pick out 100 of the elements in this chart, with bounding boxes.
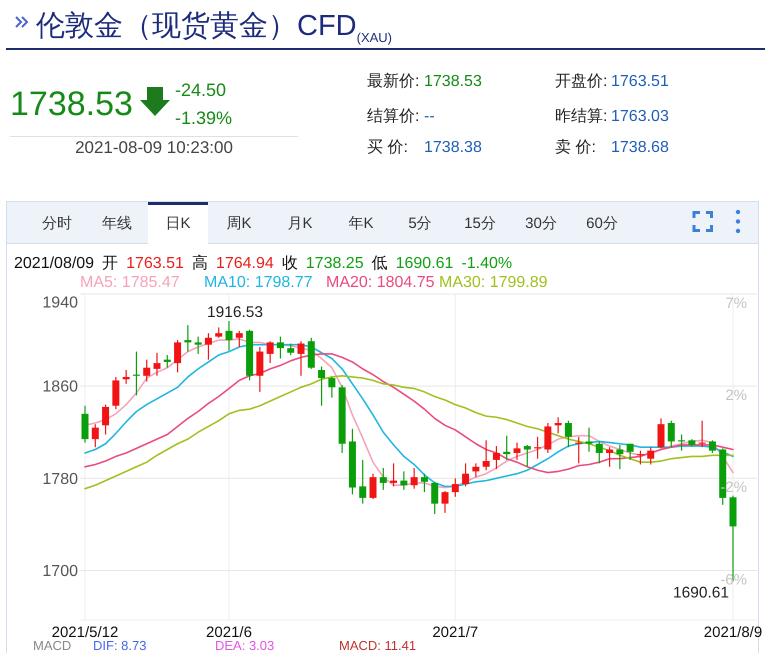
- candlestick: [668, 420, 675, 448]
- candlestick: [204, 332, 212, 360]
- tab-label: 60分: [586, 215, 618, 232]
- annotation: DIF: 8.73: [93, 638, 146, 653]
- legend-item: MA30: 1799.89: [439, 274, 548, 291]
- candlestick: [452, 478, 459, 498]
- annotation: 昨结算:: [555, 108, 608, 125]
- quote-info: 2021/08/09: [14, 255, 94, 272]
- candlestick: [236, 330, 243, 348]
- candlestick: [164, 354, 171, 368]
- candlestick: [143, 359, 150, 382]
- tab-label: 5分: [408, 215, 432, 232]
- candlestick: [298, 340, 304, 376]
- tab-label: 周K: [226, 215, 252, 232]
- candlestick: [462, 462, 470, 487]
- candlestick: [647, 446, 654, 466]
- quote-info: 高: [192, 255, 208, 272]
- candlestick: [276, 336, 284, 360]
- annotation: 买 价:: [367, 139, 408, 156]
- candlestick: [564, 420, 572, 448]
- annotation: MACD: [33, 638, 72, 653]
- annotation: -24.50: [175, 80, 226, 100]
- candlestick: [400, 470, 408, 490]
- candlestick: [708, 440, 716, 454]
- quote-info: 1764.94: [216, 255, 274, 272]
- candlestick: [328, 376, 336, 398]
- candlestick: [626, 443, 634, 460]
- candlestick: [132, 350, 140, 396]
- candlestick: [215, 326, 222, 338]
- candlestick: [154, 352, 160, 376]
- y-tick: 1940: [42, 294, 78, 312]
- annotation: -1.39%: [175, 108, 232, 128]
- candlestick: [586, 427, 592, 452]
- quote-info: 开: [102, 255, 118, 272]
- legend-item: MA10: 1798.77: [204, 274, 313, 291]
- annotation: 1738.68: [611, 139, 669, 156]
- candlestick: [287, 342, 294, 356]
- candlestick: [226, 320, 232, 352]
- title: 伦敦金（现货黄金）CFD$_{(XAU)}$: [36, 10, 392, 46]
- x-tick: 2021/5/12: [52, 624, 118, 641]
- candlestick: [359, 459, 366, 504]
- candlestick: [472, 462, 480, 478]
- candlestick: [544, 422, 552, 454]
- candlestick: [318, 366, 326, 406]
- candlestick: [410, 467, 418, 490]
- quote-info: 低: [372, 255, 388, 272]
- quote-info: 1738.25: [306, 255, 364, 272]
- quote-info: -1.40%: [461, 255, 512, 272]
- annotation: --: [424, 108, 435, 125]
- annotation: 1763.03: [611, 108, 669, 125]
- annotation: 1738.53: [10, 85, 133, 123]
- legend-item: MA20: 1804.75: [326, 274, 435, 291]
- candlestick: [102, 404, 110, 436]
- quote-info: 收: [282, 255, 298, 272]
- candlestick: [174, 339, 182, 373]
- x-tick: 2021/8/9: [704, 624, 762, 641]
- annotation: MACD: 11.41: [339, 638, 416, 653]
- candlestick: [524, 444, 531, 468]
- candlestick: [420, 473, 428, 493]
- candlestick: [482, 440, 490, 471]
- candlestick: [492, 445, 500, 470]
- candlestick: [92, 424, 99, 448]
- candlestick: [390, 462, 398, 487]
- candlestick: [658, 418, 664, 449]
- percent-label: 2%: [725, 387, 747, 404]
- annotation: 卖 价:: [555, 139, 596, 156]
- tab-label: 日K: [166, 215, 190, 232]
- tab-label: 15分: [464, 215, 496, 232]
- annotation: 1738.38: [424, 139, 482, 156]
- candlestick: [636, 450, 644, 466]
- candlestick: [380, 467, 387, 490]
- candlestick: [370, 473, 376, 500]
- annotation: DEA: 3.03: [215, 638, 274, 653]
- annotation: 1738.53: [424, 73, 482, 90]
- candlestick: [442, 490, 448, 514]
- annotation: 1763.51: [611, 73, 669, 90]
- candlestick: [698, 420, 706, 448]
- annotation: 最新价:: [367, 73, 420, 90]
- tab-label: 分时: [42, 215, 72, 232]
- min-label: 1690.61: [672, 584, 729, 602]
- x-tick: 2021/6: [206, 624, 252, 641]
- quote-info: 1690.61: [396, 255, 454, 272]
- candlestick: [431, 481, 438, 515]
- percent-label: 7%: [725, 295, 747, 312]
- quote-info: 1763.51: [126, 255, 184, 272]
- candlestick: [606, 446, 614, 468]
- tab-label: 年线: [102, 215, 132, 232]
- annotation: 结算价:: [367, 108, 420, 125]
- tab-label: 年K: [348, 215, 374, 232]
- y-tick: 1860: [42, 378, 78, 396]
- candlestick: [596, 440, 603, 464]
- candlestick: [184, 324, 192, 352]
- annotation: 2021-08-09 10:23:00: [75, 138, 233, 157]
- candlestick: [514, 442, 520, 460]
- max-label: 1916.53: [206, 304, 264, 322]
- candlestick: [554, 416, 562, 434]
- candlestick: [575, 436, 582, 464]
- annotation: 开盘价:: [555, 73, 608, 90]
- tab-label: 月K: [288, 215, 312, 232]
- candlestick: [266, 340, 274, 364]
